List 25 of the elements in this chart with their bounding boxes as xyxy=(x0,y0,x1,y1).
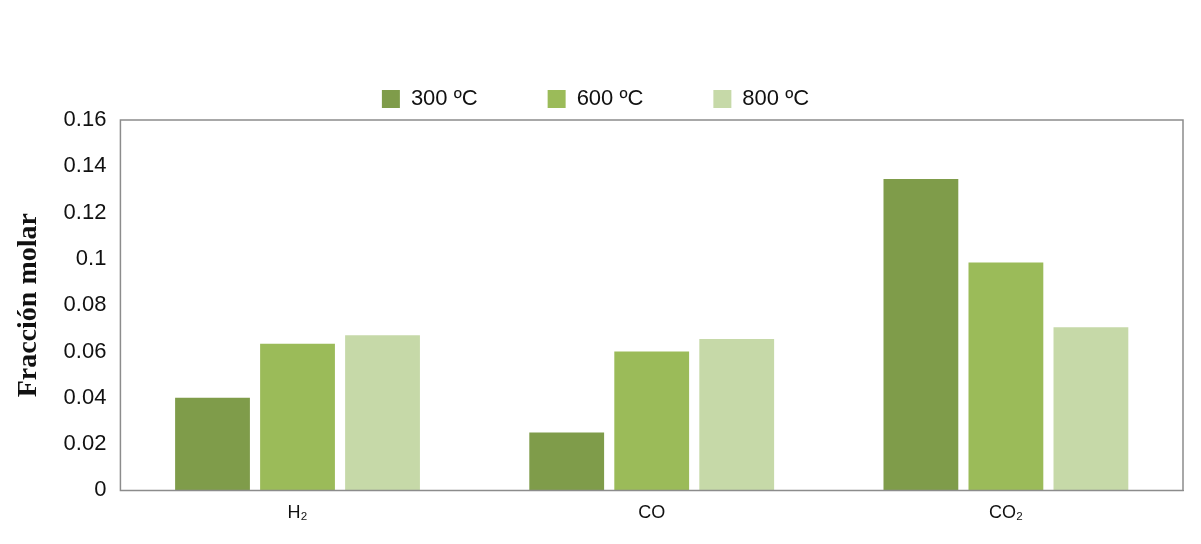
bar xyxy=(1053,327,1129,491)
y-tick-label: 0.02 xyxy=(63,430,107,456)
bar xyxy=(529,432,605,491)
bar xyxy=(175,397,250,491)
y-tick-label: 0.16 xyxy=(63,106,107,132)
bar xyxy=(260,343,335,491)
legend-label: 600 ºC xyxy=(576,85,644,111)
legend-label: 300 ºC xyxy=(410,85,478,111)
bar xyxy=(614,351,690,491)
y-tick-label: 0.04 xyxy=(63,383,107,409)
x-tick-label: CO xyxy=(638,502,666,523)
y-tick-label: 0.06 xyxy=(63,337,107,363)
x-tick-label: CO₂ xyxy=(988,502,1023,523)
x-tick-label: H₂ xyxy=(287,502,308,523)
y-axis-title: Fracción molar xyxy=(11,213,43,398)
y-tick-label: 0.08 xyxy=(63,291,107,317)
y-tick-label: 0.14 xyxy=(63,152,107,178)
y-tick-label: 0.1 xyxy=(75,244,107,270)
bar xyxy=(968,262,1044,491)
legend-label: 800 ºC xyxy=(742,85,810,111)
y-tick-label: 0.12 xyxy=(63,198,107,224)
y-tick-label: 0 xyxy=(94,476,107,502)
bar xyxy=(883,179,959,491)
bar xyxy=(345,335,420,491)
bar xyxy=(699,339,775,491)
